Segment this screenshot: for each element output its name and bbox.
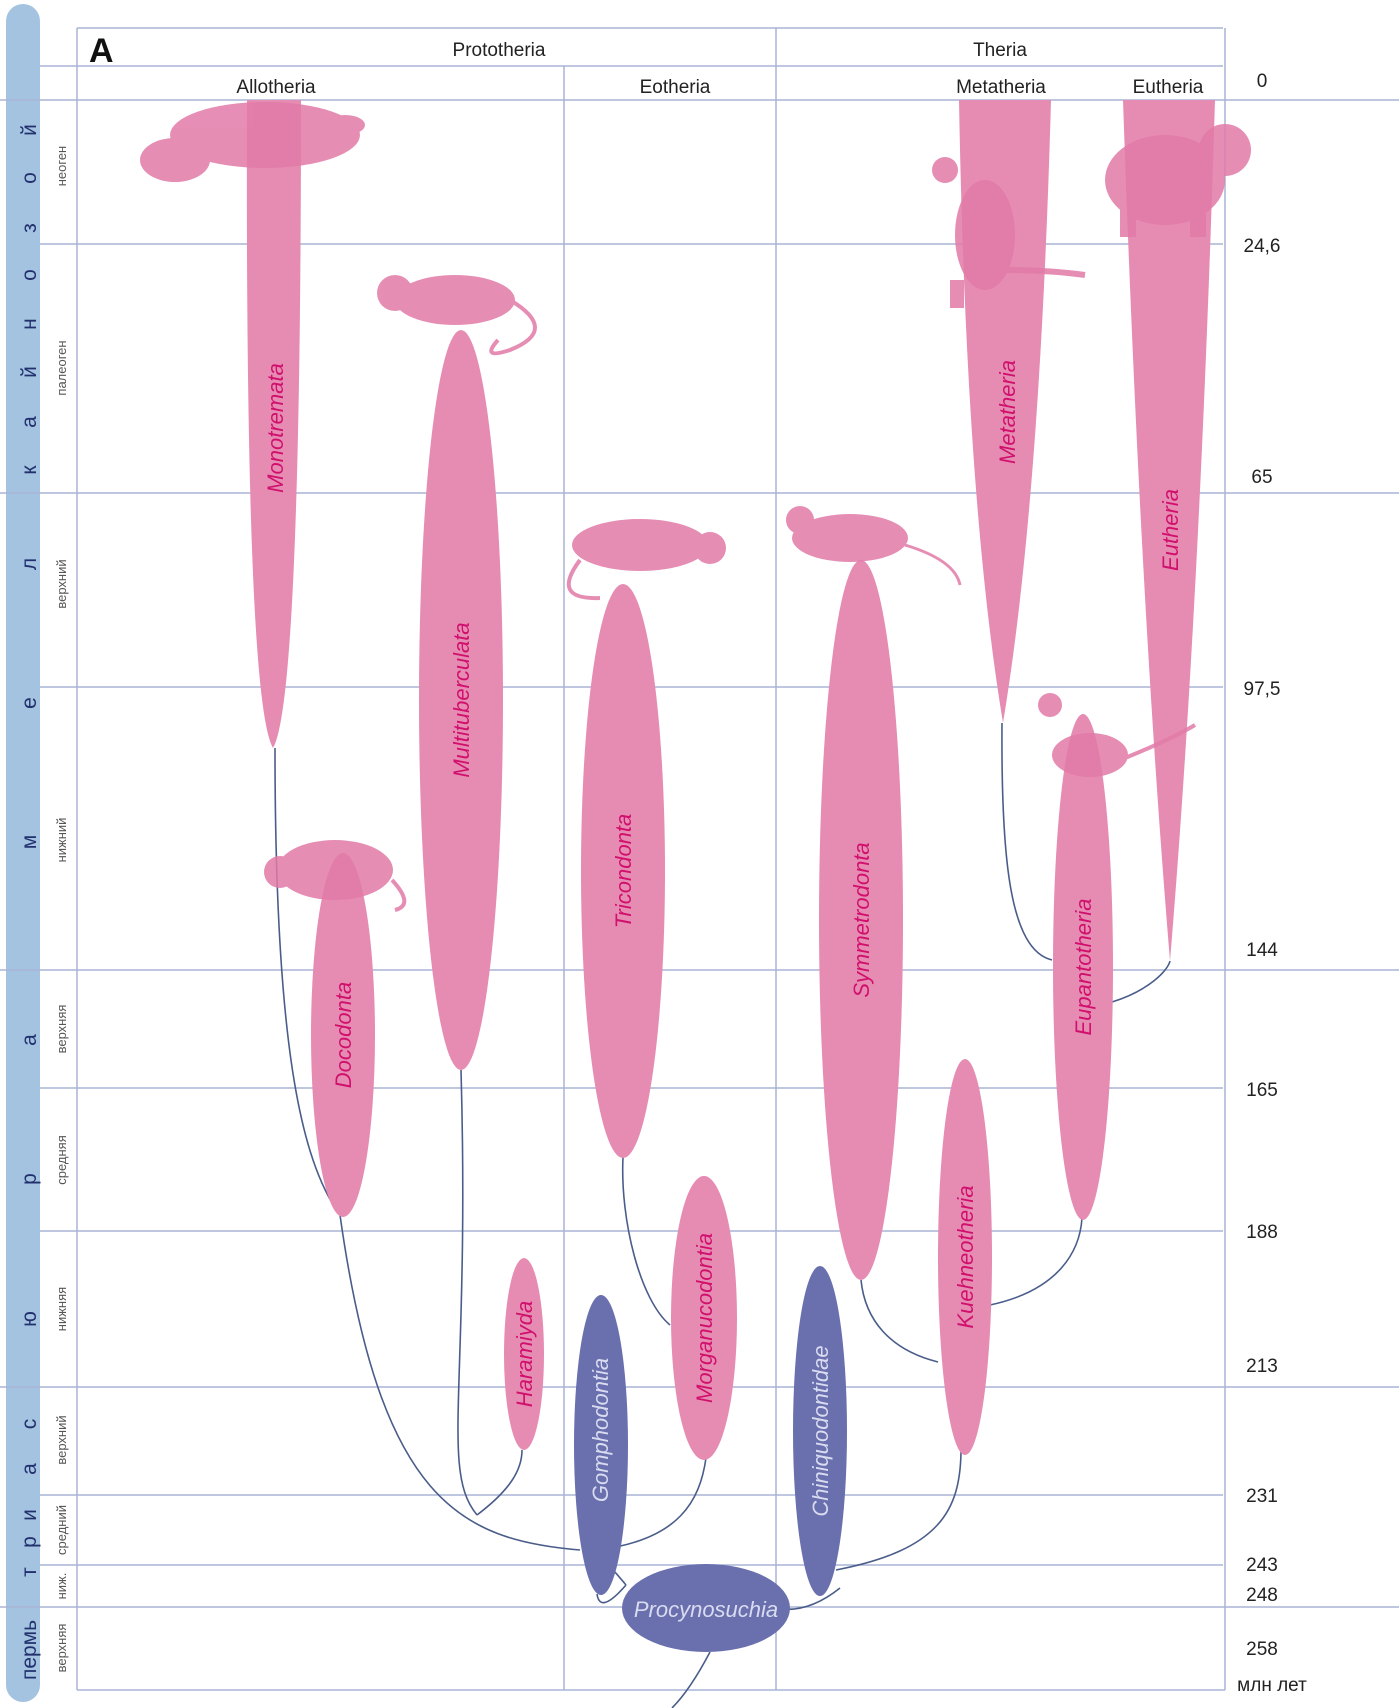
svg-text:р: р	[18, 1536, 41, 1548]
subgroup-eutheria: Eutheria	[1133, 77, 1204, 98]
elephant-illustration	[1105, 124, 1251, 237]
svg-text:о: о	[18, 269, 41, 281]
clade-morganucodontia	[671, 1176, 737, 1460]
label-kuehneotheria: Kuehneotheria	[953, 1185, 978, 1328]
svg-text:248: 248	[1246, 1585, 1278, 1606]
svg-text:верхняя: верхняя	[54, 1005, 69, 1054]
era-permian: пермь	[18, 1620, 41, 1680]
clade-procynosuchia	[622, 1564, 790, 1652]
group-theria: Theria	[973, 40, 1027, 61]
label-procynosuchia: Procynosuchia	[634, 1597, 778, 1622]
label-docodonta: Docodonta	[331, 982, 356, 1088]
kangaroo-illustration	[932, 157, 1086, 308]
svg-text:палеоген: палеоген	[54, 340, 69, 395]
period-labels: неоген палеоген верхний нижний верхняя с…	[54, 146, 69, 1673]
svg-text:и: и	[18, 1509, 41, 1521]
time-axis: 0 24,6 65 97,5 144 165 188 213 231 243 2…	[1237, 71, 1307, 1696]
svg-text:0: 0	[1257, 71, 1268, 92]
svg-text:л: л	[18, 558, 41, 570]
symmetrodont-illustration	[786, 506, 962, 586]
clade-gomphodontia	[574, 1295, 628, 1595]
svg-text:243: 243	[1246, 1555, 1278, 1576]
svg-text:верхний: верхний	[54, 559, 69, 608]
clade-eutheria	[1123, 100, 1215, 961]
clade-kuehneotheria	[938, 1059, 992, 1455]
clade-multituberculata	[419, 330, 503, 1070]
svg-text:т: т	[18, 1567, 41, 1577]
svg-text:97,5: 97,5	[1244, 679, 1281, 700]
svg-text:р: р	[18, 1173, 41, 1185]
svg-text:й: й	[18, 366, 41, 378]
label-multituberculata: Multituberculata	[449, 622, 474, 777]
svg-text:а: а	[18, 1463, 41, 1475]
triconodont-illustration	[566, 519, 726, 601]
label-monotremata: Monotremata	[263, 363, 288, 493]
subgroup-allotheria: Allotheria	[236, 77, 316, 98]
svg-text:165: 165	[1246, 1080, 1278, 1101]
svg-text:231: 231	[1246, 1486, 1278, 1507]
label-metatheria: Metatheria	[995, 360, 1020, 464]
svg-text:н: н	[18, 318, 41, 330]
svg-text:о: о	[18, 172, 41, 184]
svg-text:неоген: неоген	[54, 146, 69, 187]
svg-text:а: а	[18, 416, 41, 428]
clade-symmetrodonta	[819, 560, 903, 1280]
label-morganucodontia: Morganucodontia	[692, 1233, 717, 1403]
clade-eupantotheria	[1053, 714, 1113, 1220]
svg-text:213: 213	[1246, 1356, 1278, 1377]
label-tricondonta: Tricondonta	[611, 814, 636, 929]
svg-text:й: й	[18, 124, 41, 136]
svg-text:м: м	[18, 835, 41, 849]
era-cenozoic: й о з о н й а к	[18, 124, 41, 474]
panel-label: A	[89, 32, 114, 70]
svg-text:к: к	[18, 465, 41, 475]
label-eupantotheria: Eupantotheria	[1071, 899, 1096, 1036]
subgroup-metatheria: Metatheria	[956, 77, 1046, 98]
label-haramiyda: Haramiyda	[512, 1301, 537, 1407]
svg-text:е: е	[18, 697, 41, 709]
svg-text:средний: средний	[54, 1505, 69, 1555]
svg-text:144: 144	[1246, 940, 1278, 961]
svg-text:188: 188	[1246, 1222, 1278, 1243]
era-mesozoic: л е м	[18, 558, 41, 849]
clade-haramiyda	[504, 1258, 544, 1450]
clade-docodonta	[311, 853, 375, 1217]
clade-tricondonta	[581, 584, 665, 1158]
label-symmetrodonta: Symmetrodonta	[849, 842, 874, 997]
docodont-illustration	[264, 840, 407, 912]
group-prototheria: Prototheria	[453, 40, 546, 61]
svg-text:с: с	[18, 1419, 41, 1430]
svg-text:24,6: 24,6	[1244, 236, 1281, 257]
time-unit: млн лет	[1237, 1675, 1307, 1696]
subgroup-eotheria: Eotheria	[640, 77, 711, 98]
svg-text:258: 258	[1246, 1639, 1278, 1660]
svg-text:верхний: верхний	[54, 1415, 69, 1464]
svg-text:ниж.: ниж.	[54, 1573, 69, 1600]
svg-text:нижний: нижний	[54, 818, 69, 863]
svg-text:а: а	[18, 1034, 41, 1046]
svg-text:з: з	[18, 223, 41, 233]
multituberculate-illustration	[377, 275, 537, 356]
era-jurassic: а р ю	[18, 1034, 41, 1327]
eupantothere-illustration	[1038, 693, 1197, 777]
svg-text:65: 65	[1251, 467, 1272, 488]
era-bar	[6, 4, 40, 1702]
svg-text:средняя: средняя	[54, 1135, 69, 1185]
svg-text:верхняя: верхняя	[54, 1624, 69, 1673]
svg-text:нижняя: нижняя	[54, 1287, 69, 1331]
platypus-illustration	[140, 102, 365, 182]
svg-text:ю: ю	[18, 1311, 41, 1327]
label-chiniquodontidae: Chiniquodontidae	[808, 1345, 833, 1516]
label-eutheria: Eutheria	[1158, 489, 1183, 571]
era-triassic: с а и р т	[18, 1419, 41, 1577]
label-gomphodontia: Gomphodontia	[588, 1358, 613, 1502]
clade-chiniquodontidae	[793, 1266, 847, 1596]
clade-monotremata	[246, 100, 301, 748]
